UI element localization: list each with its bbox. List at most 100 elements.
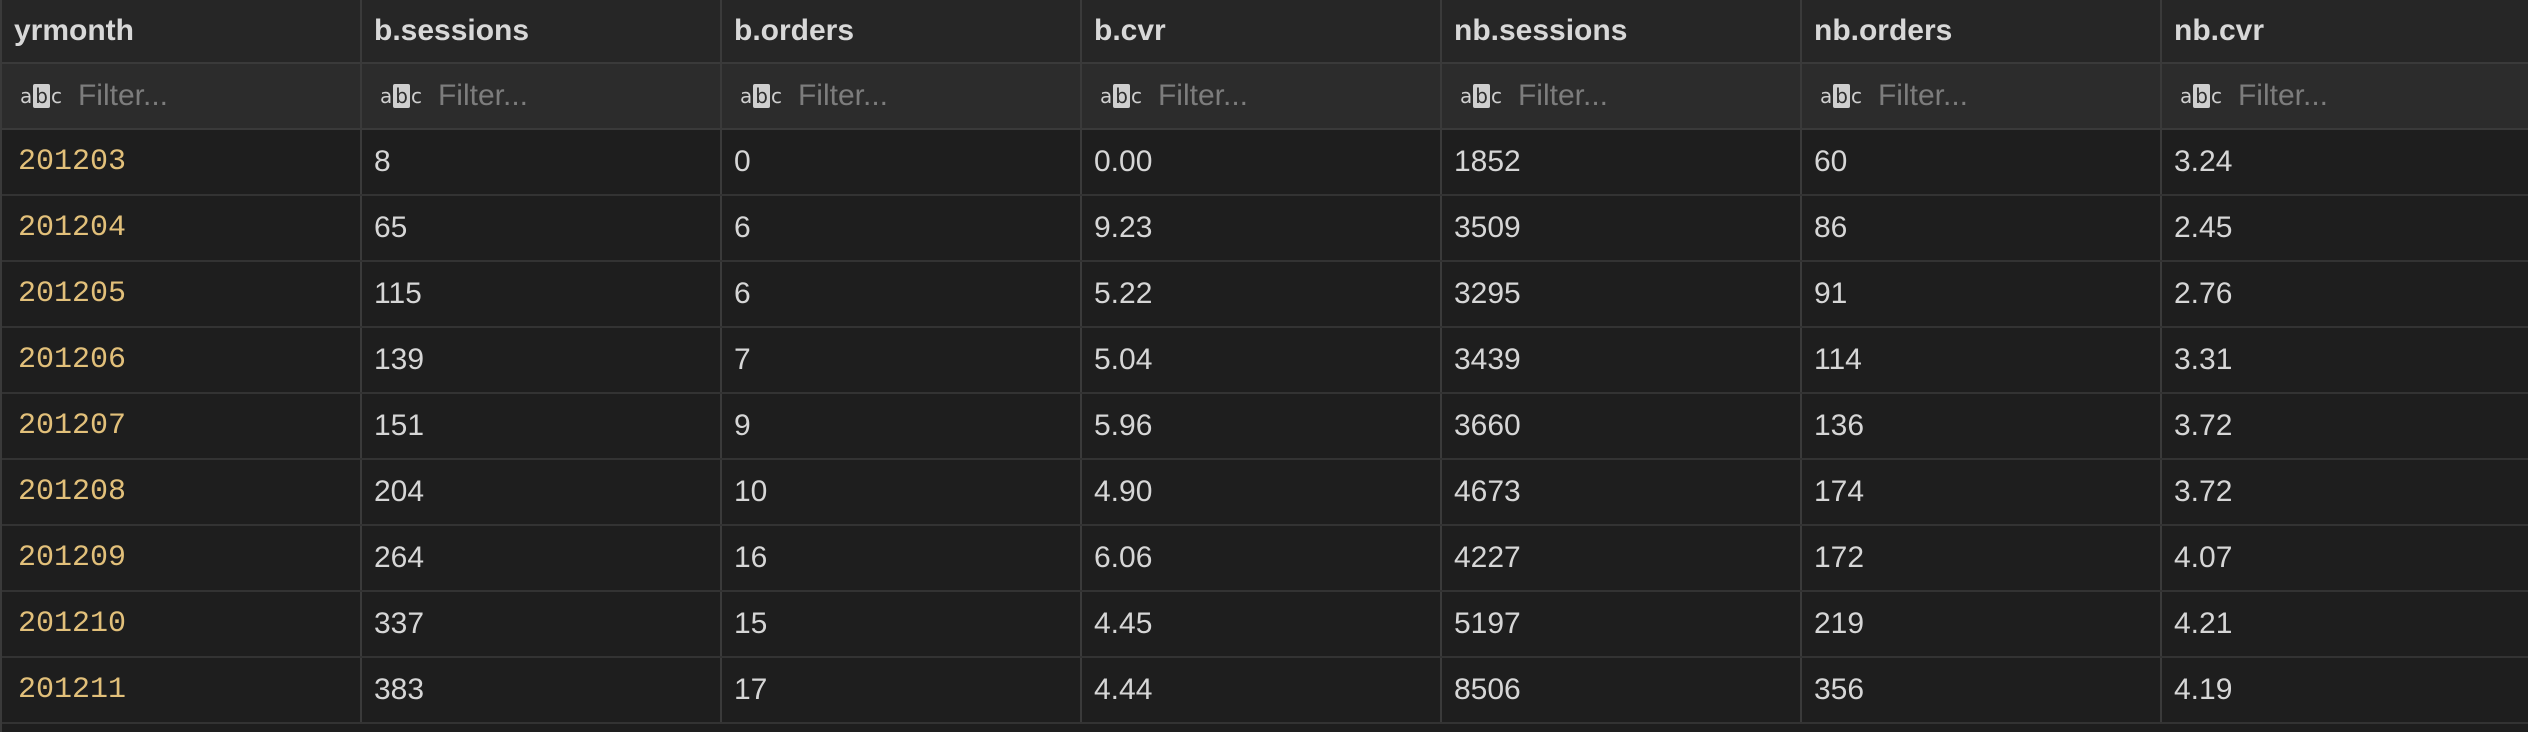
cell-nb-cvr[interactable]: 2.45 — [2174, 211, 2233, 244]
table-row[interactable]: 201209 264 16 6.06 4227 172 4.07 — [2, 526, 2528, 592]
cell-nb-sessions[interactable]: 8506 — [1442, 658, 1802, 722]
cell-b-sessions[interactable]: 264 — [362, 526, 722, 590]
filter-row: abc abc abc abc abc abc abc — [2, 64, 2528, 130]
cell-nb-orders[interactable]: 91 — [1802, 262, 2162, 326]
cell-b-sessions[interactable]: 8 — [362, 130, 722, 194]
cell-nb-sessions[interactable]: 5197 — [1442, 592, 1802, 656]
cell-b-sessions[interactable]: 204 — [362, 460, 722, 524]
filter-input-b-orders[interactable] — [797, 79, 1078, 113]
cell-b-orders[interactable]: 6 — [722, 196, 1082, 260]
filter-input-nb-orders[interactable] — [1877, 79, 2158, 113]
cell-b-cvr[interactable]: 5.04 — [1082, 328, 1442, 392]
cell-nb-sessions[interactable]: 3660 — [1442, 394, 1802, 458]
cell-b-cvr[interactable]: 4.44 — [1082, 658, 1442, 722]
cell-yrmonth[interactable]: 201204 — [2, 196, 362, 260]
cell-b-cvr[interactable]: 4.45 — [1082, 592, 1442, 656]
cell-nb-cvr[interactable]: 4.07 — [2174, 541, 2233, 574]
cell-yrmonth[interactable]: 201208 — [2, 460, 362, 524]
cell-nb-orders[interactable]: 219 — [1802, 592, 2162, 656]
cell-nb-sessions[interactable]: 1852 — [1442, 130, 1802, 194]
cell-b-orders[interactable]: 16 — [722, 526, 1082, 590]
cell-b-cvr[interactable]: 4.90 — [1082, 460, 1442, 524]
cell-nb-sessions[interactable]: 3295 — [1442, 262, 1802, 326]
cell-b-orders[interactable]: 6 — [722, 262, 1082, 326]
cell-b-sessions[interactable]: 151 — [362, 394, 722, 458]
cell-nb-orders[interactable]: 356 — [1802, 658, 2162, 722]
cell-nb-cvr[interactable]: 4.21 — [2174, 607, 2233, 640]
cell-b-orders[interactable]: 10 — [722, 460, 1082, 524]
filter-input-nb-cvr[interactable] — [2237, 79, 2518, 113]
cell-nb-orders[interactable]: 136 — [1802, 394, 2162, 458]
cell-nb-cvr[interactable]: 3.72 — [2174, 475, 2233, 508]
cell-b-cvr[interactable]: 9.23 — [1082, 196, 1442, 260]
column-header-nb-sessions[interactable]: nb.sessions — [1442, 0, 1802, 62]
cell-nb-sessions[interactable]: 3439 — [1442, 328, 1802, 392]
table-row[interactable]: 201210 337 15 4.45 5197 219 4.21 — [2, 592, 2528, 658]
cell-nb-cvr[interactable]: 4.19 — [2174, 673, 2233, 706]
cell-nb-orders[interactable]: 174 — [1802, 460, 2162, 524]
cell-b-sessions[interactable]: 115 — [362, 262, 722, 326]
column-header-b-cvr[interactable]: b.cvr — [1082, 0, 1442, 62]
cell-b-sessions[interactable]: 65 — [362, 196, 722, 260]
column-header-yrmonth[interactable]: yrmonth — [2, 0, 362, 62]
filter-input-yrmonth[interactable] — [77, 79, 358, 113]
column-header-b-sessions[interactable]: b.sessions — [362, 0, 722, 62]
cell-yrmonth[interactable]: 201210 — [2, 592, 362, 656]
filter-input-nb-sessions[interactable] — [1517, 79, 1798, 113]
cell-b-cvr[interactable]: 6.06 — [1082, 526, 1442, 590]
table-row[interactable]: 201206 139 7 5.04 3439 114 3.31 — [2, 328, 2528, 394]
cell-nb-cvr[interactable]: 3.31 — [2174, 343, 2233, 376]
cell-b-cvr[interactable]: 5.22 — [1082, 262, 1442, 326]
cell-nb-cvr[interactable]: 2.76 — [2174, 277, 2233, 310]
cell-yrmonth[interactable]: 201206 — [2, 328, 362, 392]
cell-nb-sessions[interactable]: 3509 — [1442, 196, 1802, 260]
cell-yrmonth[interactable]: 201211 — [2, 658, 362, 722]
table-row[interactable]: 201211 383 17 4.44 8506 356 4.19 — [2, 658, 2528, 724]
cell-yrmonth[interactable]: 201205 — [2, 262, 362, 326]
cell-nb-orders[interactable]: 114 — [1802, 328, 2162, 392]
cell-nb-cvr[interactable]: 3.72 — [2174, 409, 2233, 442]
cell-nb-sessions[interactable]: 4673 — [1442, 460, 1802, 524]
cell-nb-sessions[interactable]: 4227 — [1442, 526, 1802, 590]
cell-yrmonth[interactable]: 201207 — [2, 394, 362, 458]
column-header-nb-orders[interactable]: nb.orders — [1802, 0, 2162, 62]
table-row[interactable]: 201207 151 9 5.96 3660 136 3.72 — [2, 394, 2528, 460]
cell-yrmonth[interactable]: 201203 — [2, 130, 362, 194]
cell-b-cvr[interactable]: 5.96 — [1082, 394, 1442, 458]
column-header-nb-cvr[interactable]: nb.cvr — [2174, 14, 2265, 47]
column-header-b-orders[interactable]: b.orders — [722, 0, 1082, 62]
cell-b-sessions[interactable]: 337 — [362, 592, 722, 656]
filter-input-b-sessions[interactable] — [437, 79, 718, 113]
filter-input-b-cvr[interactable] — [1157, 79, 1438, 113]
cell-b-orders[interactable]: 15 — [722, 592, 1082, 656]
cell-b-orders[interactable]: 17 — [722, 658, 1082, 722]
cell-b-orders[interactable]: 9 — [722, 394, 1082, 458]
table-row[interactable]: 201208 204 10 4.90 4673 174 3.72 — [2, 460, 2528, 526]
cell-nb-orders[interactable]: 172 — [1802, 526, 2162, 590]
cell-nb-cvr[interactable]: 3.24 — [2174, 145, 2233, 178]
cell-nb-orders[interactable]: 86 — [1802, 196, 2162, 260]
cell-yrmonth[interactable]: 201209 — [2, 526, 362, 590]
cell-b-orders[interactable]: 7 — [722, 328, 1082, 392]
cell-b-sessions[interactable]: 139 — [362, 328, 722, 392]
cell-b-cvr[interactable]: 0.00 — [1082, 130, 1442, 194]
table-row[interactable]: 201204 65 6 9.23 3509 86 2.45 — [2, 196, 2528, 262]
cell-b-orders[interactable]: 0 — [722, 130, 1082, 194]
cell-nb-orders[interactable]: 60 — [1802, 130, 2162, 194]
cell-b-sessions[interactable]: 383 — [362, 658, 722, 722]
table-row[interactable]: 201205 115 6 5.22 3295 91 2.76 — [2, 262, 2528, 328]
table-row[interactable]: 201203 8 0 0.00 1852 60 3.24 — [2, 130, 2528, 196]
